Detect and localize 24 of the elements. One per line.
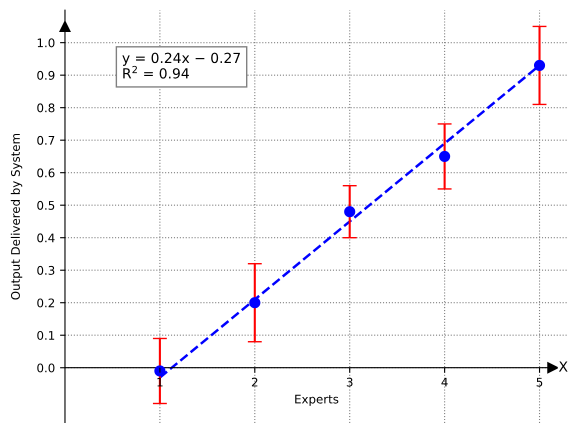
point [154,365,166,377]
x-tick-label: 5 [536,378,542,387]
y-tick-label: 0.6 [37,168,55,178]
y-tick-label: 0.4 [37,233,55,242]
annotation: X [558,361,568,372]
y-axis-title: Output Delivered by System [10,134,22,300]
y-tick-label: 0.0 [37,363,54,372]
y-tick-label: 0.5 [37,200,54,210]
y-tick-label: 0.3 [37,266,54,275]
y-tick-label: 0.9 [37,70,54,80]
y-tick-label: 0.7 [37,136,54,145]
point [534,60,546,71]
y-tick-label: 0.2 [37,298,54,308]
annotation: y = 0.24x − 0.27 R$^{2}$ = 0.94 [122,52,240,79]
y-tick-label: 0.1 [37,330,54,340]
y-tick-label: 1.0 [38,38,54,48]
point [249,297,260,308]
point [439,150,450,162]
x-tick-label: 3 [346,378,353,387]
x-axis-title: Experts [295,394,338,406]
x-tick-label: 4 [441,378,448,386]
y-tick-label: 0.8 [37,103,54,112]
x-tick-label: 2 [252,378,258,386]
point [344,206,356,218]
